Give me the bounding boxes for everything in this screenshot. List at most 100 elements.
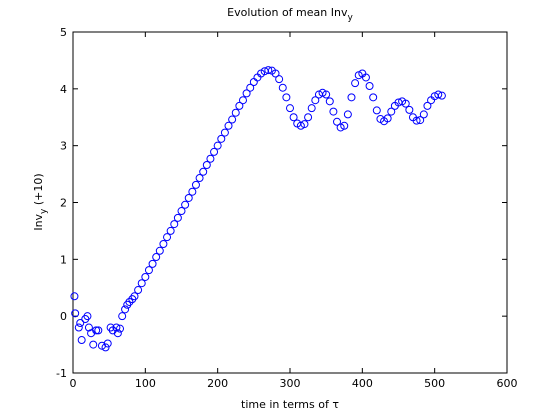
marker: [92, 326, 101, 335]
marker: [112, 323, 121, 332]
marker: [333, 117, 342, 126]
marker: [76, 318, 85, 327]
marker: [412, 116, 421, 125]
marker: [195, 174, 204, 183]
marker: [113, 329, 122, 338]
y-tick-label: 2: [60, 197, 67, 210]
marker: [325, 97, 334, 106]
title-text: Evolution of mean Inv: [227, 6, 348, 19]
marker: [144, 266, 153, 275]
x-tick-label: 500: [424, 377, 445, 390]
marker: [340, 121, 349, 130]
marker: [134, 286, 143, 295]
marker: [83, 312, 92, 321]
marker: [202, 160, 211, 169]
marker: [217, 134, 226, 143]
marker: [70, 292, 79, 301]
marker: [89, 340, 98, 349]
marker: [369, 93, 378, 102]
marker: [289, 113, 298, 122]
x-tick-label: 100: [135, 377, 156, 390]
marker: [94, 326, 103, 335]
marker: [401, 99, 410, 108]
marker: [329, 107, 338, 116]
y-label-text: Inv: [32, 213, 45, 230]
marker: [434, 90, 443, 99]
marker: [71, 309, 80, 318]
marker: [264, 66, 273, 75]
marker: [199, 167, 208, 176]
marker: [101, 343, 110, 352]
x-tick-label: 300: [280, 377, 301, 390]
marker: [322, 90, 331, 99]
y-tick-label: 0: [60, 310, 67, 323]
marker: [220, 128, 229, 137]
marker: [103, 339, 112, 348]
marker: [423, 101, 432, 110]
marker: [163, 233, 172, 242]
marker: [311, 96, 320, 105]
y-tick-label: 5: [60, 26, 67, 39]
marker: [224, 121, 233, 130]
y-tick-label: -1: [56, 367, 67, 380]
marker: [125, 297, 134, 306]
y-tick-label: 4: [60, 83, 67, 96]
y-tick-label: 1: [60, 253, 67, 266]
marker: [419, 110, 428, 119]
y-tick-label: 3: [60, 140, 67, 153]
marker: [300, 120, 309, 129]
marker: [278, 83, 287, 92]
marker: [387, 107, 396, 116]
marker: [152, 253, 161, 262]
marker: [116, 324, 125, 333]
marker: [213, 141, 222, 150]
marker: [246, 83, 255, 92]
x-tick-label: 200: [207, 377, 228, 390]
marker: [148, 259, 157, 268]
marker: [282, 93, 291, 102]
title-sub: y: [347, 13, 353, 23]
marker: [235, 101, 244, 110]
marker: [416, 116, 425, 125]
marker: [155, 246, 164, 255]
marker: [365, 81, 374, 90]
marker: [206, 154, 215, 163]
x-tick-label: 400: [352, 377, 373, 390]
marker: [318, 88, 327, 97]
marker: [173, 213, 182, 222]
marker: [74, 323, 83, 332]
plot-box: [72, 31, 508, 374]
x-tick-label: 0: [70, 377, 77, 390]
marker: [166, 226, 175, 235]
marker: [437, 91, 446, 100]
marker: [210, 147, 219, 156]
marker: [159, 239, 168, 248]
marker: [231, 108, 240, 117]
marker: [121, 305, 130, 314]
marker: [343, 110, 352, 119]
marker: [383, 114, 392, 123]
y-axis-label: Invy (+10): [32, 173, 49, 230]
marker: [184, 193, 193, 202]
marker: [228, 115, 237, 124]
marker: [118, 312, 127, 321]
y-label-suffix: (+10): [32, 173, 45, 208]
marker: [177, 207, 186, 216]
marker: [271, 69, 280, 78]
y-label-sub: y: [39, 208, 49, 214]
marker: [191, 180, 200, 189]
marker: [354, 71, 363, 80]
marker: [130, 292, 139, 301]
marker: [137, 279, 146, 288]
marker: [296, 121, 305, 130]
marker: [361, 73, 370, 82]
marker: [307, 104, 316, 113]
marker: [347, 93, 356, 102]
x-tick-label: 600: [497, 377, 518, 390]
marker: [242, 89, 251, 98]
marker: [275, 75, 284, 84]
marker: [84, 323, 93, 332]
marker: [405, 105, 414, 114]
